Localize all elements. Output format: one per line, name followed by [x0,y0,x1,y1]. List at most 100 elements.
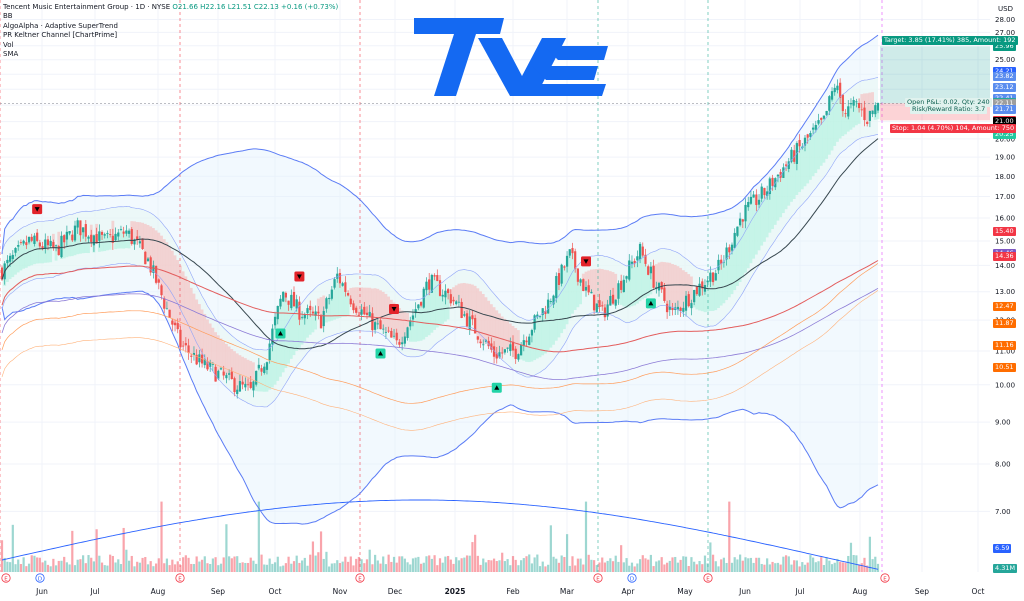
price-tick-label: 19.00 [995,154,1015,162]
supertrend-fill [749,196,753,264]
supertrend-fill [725,247,728,301]
candle-body [603,307,607,318]
candle-body [511,341,515,351]
supertrend-fill [525,342,528,362]
candle-body [355,307,358,313]
candle-body [666,303,669,313]
candle-body [417,304,420,309]
supertrend-fill [733,232,737,291]
candle-body [787,161,790,170]
supertrend-fill [384,293,388,332]
supertrend-fill [849,103,853,130]
legend-indicator-vol[interactable]: Vol [3,40,14,49]
candle-body [649,266,652,274]
supertrend-fill [738,218,742,282]
volume-bar [428,555,431,572]
volume-bar [314,555,317,572]
candle-body [27,236,31,243]
volume-bar [441,562,444,572]
candle-body [782,167,785,178]
candle-body [290,294,293,309]
supertrend-fill [592,269,596,311]
supertrend-fill [427,289,431,336]
volume-bar [582,564,585,572]
event-badge-icon [703,573,713,583]
candle-body [209,362,212,368]
candle-body [311,311,315,314]
volume-bar [411,558,415,572]
volume-bar [666,562,669,572]
candle-body [622,279,625,293]
event-badge-label: E [358,576,362,582]
candle-body [330,289,333,299]
candle-body [171,320,174,325]
volume-bar [273,562,277,572]
bollinger-lower [1,290,879,525]
candle-body [306,308,309,313]
arrow-down-icon [296,274,302,279]
legend-indicator-keltner[interactable]: PR Keltner Channel [ChartPrime] [3,31,118,40]
time-tick-label: Jun [738,587,751,596]
candle-body [387,330,390,332]
volume-bar [22,557,25,572]
volume-bar [49,566,52,572]
supertrend-fill [806,137,810,184]
supertrend-fill [189,287,193,357]
candle-body [852,100,855,106]
event-badge-label: E [4,576,8,582]
supertrend-fill [100,234,104,252]
volume-bar [149,561,152,572]
volume-bar [87,555,90,572]
candle-body [803,137,807,146]
supertrend-fill [622,279,626,307]
candle-body [187,345,190,353]
candle-body [474,317,477,334]
volume-bar [571,556,574,572]
candle-body [844,113,847,114]
volume-bar [52,558,55,572]
candle-body [87,236,90,239]
volume-bar [544,566,547,572]
volume-bar [447,555,450,572]
supertrend-fill [362,287,366,315]
volume-bar [825,557,828,572]
supertrend-fill [406,312,409,328]
supertrend-fill [419,305,423,341]
candle-body [784,164,788,166]
candle-body [73,225,77,241]
supertrend-fill [103,234,107,252]
candle-body [122,231,125,234]
candle-body [471,315,474,320]
supertrend-fill [811,127,815,177]
candle-body [433,275,436,277]
volume-bar [63,556,66,572]
candle-body [771,177,774,186]
legend-indicator-supertrend[interactable]: AlgoAlpha · Adaptive SuperTrend [3,21,118,30]
supertrend-fill [479,291,482,344]
volume-bar [747,558,750,572]
candle-body [876,102,880,111]
volume-bar [9,562,12,572]
volume-bar [479,564,482,572]
supertrend-fill [679,267,683,311]
trade-open-pnl-label: Open P&L: 0.02, Qty: 240 [905,98,992,108]
legend-indicator-bb[interactable]: BB [3,12,13,21]
legend-title-row[interactable]: Tencent Music Entertainment Group · 1D ·… [3,3,338,12]
supertrend-fill [719,263,723,306]
candle-body [119,229,123,230]
candle-body [701,281,704,289]
supertrend-fill [206,319,209,370]
trade-rr-label: Risk/Reward Ratio: 3.7 [910,105,988,115]
volume-bar [795,560,798,572]
volume-bar [225,524,228,572]
supertrend-fill [476,288,480,340]
candle-body [563,266,566,268]
legend-indicator-sma[interactable]: SMA [3,50,19,59]
event-badge-icon [627,573,637,583]
event-badge-icon [593,573,603,583]
candle-body [452,299,455,302]
supertrend-fill [825,110,829,159]
candle-body [198,354,201,363]
candle-body [868,110,871,121]
